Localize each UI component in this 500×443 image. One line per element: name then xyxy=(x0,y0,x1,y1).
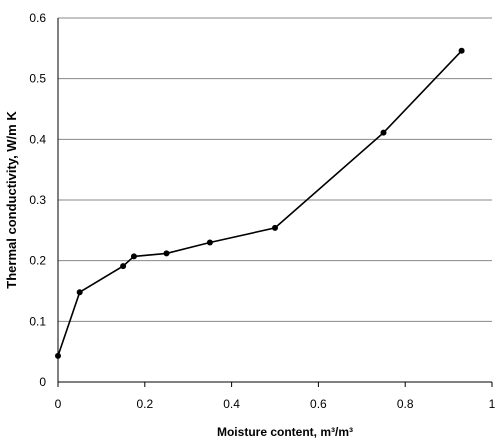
y-tick-label: 0.2 xyxy=(29,254,46,268)
data-point xyxy=(76,289,83,296)
data-point xyxy=(380,129,387,136)
data-point xyxy=(163,250,170,257)
x-tick-label: 0.6 xyxy=(310,397,327,411)
series-line xyxy=(57,50,463,357)
y-tick-labels: 0 0.1 0.2 0.3 0.4 0.5 0.6 xyxy=(29,11,46,389)
series-group xyxy=(55,47,465,359)
y-tick-label: 0.5 xyxy=(29,72,46,86)
y-tick-label: 0.4 xyxy=(29,132,46,146)
y-tick-label: 0.3 xyxy=(29,193,46,207)
y-tick-label: 0.6 xyxy=(29,11,46,25)
x-tick-label: 0.4 xyxy=(223,397,240,411)
y-tick-label: 0 xyxy=(39,375,46,389)
data-point xyxy=(458,47,465,54)
y-tick-label: 0.1 xyxy=(29,314,46,328)
data-point xyxy=(120,263,127,270)
data-point xyxy=(272,224,278,231)
x-tick-label: 0.8 xyxy=(397,397,414,411)
axes xyxy=(57,18,492,383)
x-axis-title: Moisture content, m³/m³ xyxy=(217,425,353,439)
data-point xyxy=(55,352,61,359)
x-tick-labels: 0 0.2 0.4 0.6 0.8 1 xyxy=(55,382,496,411)
x-tick-label: 0.2 xyxy=(136,397,153,411)
data-point xyxy=(206,239,213,246)
y-axis-title: Thermal conductivity, W/m K xyxy=(4,111,19,289)
x-tick-label: 1 xyxy=(489,397,496,411)
x-tick-label: 0 xyxy=(55,397,62,411)
gridlines xyxy=(58,17,492,322)
data-point xyxy=(130,253,137,260)
